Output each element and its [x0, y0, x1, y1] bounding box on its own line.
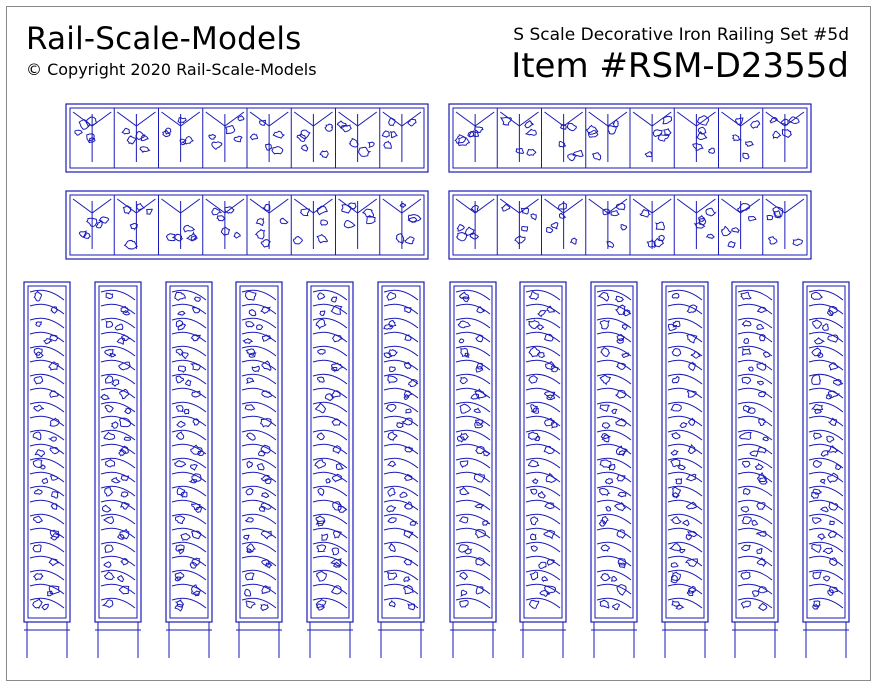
- horizontal-railing-panel: [448, 190, 812, 260]
- vertical-railing-post: [23, 281, 71, 658]
- vertical-railing-post: [94, 281, 142, 658]
- vertical-railing-post: [377, 281, 425, 658]
- vertical-railing-post: [519, 281, 567, 658]
- vertical-railing-post: [306, 281, 354, 658]
- set-name: S Scale Decorative Iron Railing Set #5d: [513, 25, 849, 45]
- vertical-railing-post: [661, 281, 709, 658]
- horizontal-railing-panel: [65, 103, 429, 173]
- vertical-railing-post: [449, 281, 497, 658]
- vertical-railing-post: [590, 281, 638, 658]
- vertical-railing-post: [802, 281, 850, 658]
- item-number: Item #RSM-D2355d: [511, 46, 849, 86]
- vertical-railing-post: [235, 281, 283, 658]
- vertical-railing-post: [731, 281, 779, 658]
- vertical-railing-post: [165, 281, 213, 658]
- drawing-sheet: [6, 6, 871, 681]
- horizontal-railing-panel: [448, 103, 812, 173]
- brand-title: Rail-Scale-Models: [26, 21, 302, 57]
- copyright-notice: © Copyright 2020 Rail-Scale-Models: [26, 60, 317, 79]
- horizontal-railing-panel: [65, 190, 429, 260]
